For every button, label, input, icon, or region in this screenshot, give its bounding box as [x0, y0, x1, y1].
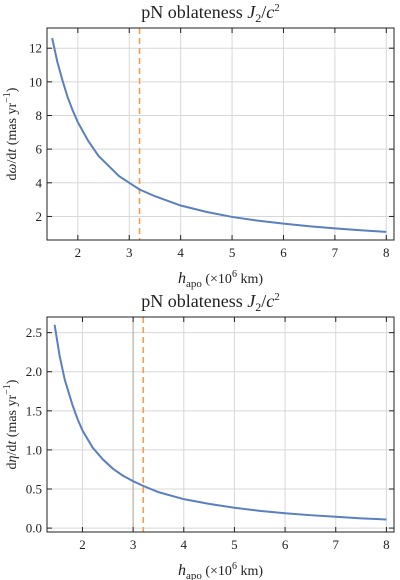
y-tick-label: 6 — [36, 142, 43, 157]
x-tick-label: 8 — [383, 537, 390, 552]
y-axis-label: dω/dt (mas yr−1) — [2, 87, 20, 180]
x-tick-label: 7 — [332, 245, 339, 260]
x-tick-label: 6 — [280, 245, 287, 260]
x-tick-label: 4 — [177, 245, 184, 260]
series-line — [53, 324, 387, 521]
x-axis-label: hapo (×106 km) — [178, 269, 263, 290]
y-tick-label: 1.0 — [26, 442, 42, 457]
x-tick-label: 5 — [231, 537, 238, 552]
y-tick-label: 0.5 — [26, 482, 42, 497]
y-tick-label: 2 — [36, 209, 43, 224]
x-tick-label: 2 — [79, 537, 86, 552]
series-line — [51, 37, 387, 233]
x-tick-label: 4 — [181, 537, 188, 552]
y-axis-label: dη/dt (mas yr−1) — [2, 379, 20, 469]
x-tick-label: 2 — [75, 245, 82, 260]
y-tick-label: 8 — [36, 108, 43, 123]
chart-title: pN oblateness J2/c2 — [141, 291, 280, 314]
y-tick-label: 0.0 — [26, 521, 42, 536]
x-tick-label: 8 — [383, 245, 390, 260]
x-tick-label: 6 — [282, 537, 289, 552]
chart-panel-1: 2 3 4 5 6 7 8 2 4 6 8 10 12 pN oblateness J2/c2 hapo (… — [2, 2, 395, 290]
chart-panel-2: 2 3 4 5 6 7 8 0.0 0.5 1.0 1.5 2.0 2.5 pN oblateness J… — [2, 291, 395, 580]
x-axis-label: hapo (×106 km) — [178, 561, 263, 580]
y-tick-label: 2.0 — [26, 364, 42, 379]
chart-title: pN oblateness J2/c2 — [141, 2, 280, 25]
y-tick-label: 4 — [36, 175, 43, 190]
x-tick-label: 7 — [332, 537, 339, 552]
y-tick-label: 12 — [29, 41, 42, 56]
y-tick-label: 10 — [29, 74, 42, 89]
y-tick-label: 2.5 — [26, 325, 42, 340]
x-tick-label: 5 — [229, 245, 236, 260]
x-tick-label: 3 — [126, 245, 133, 260]
plot-frame — [46, 27, 395, 241]
y-tick-label: 1.5 — [26, 403, 42, 418]
plot-frame — [46, 316, 395, 533]
x-tick-label: 3 — [130, 537, 137, 552]
